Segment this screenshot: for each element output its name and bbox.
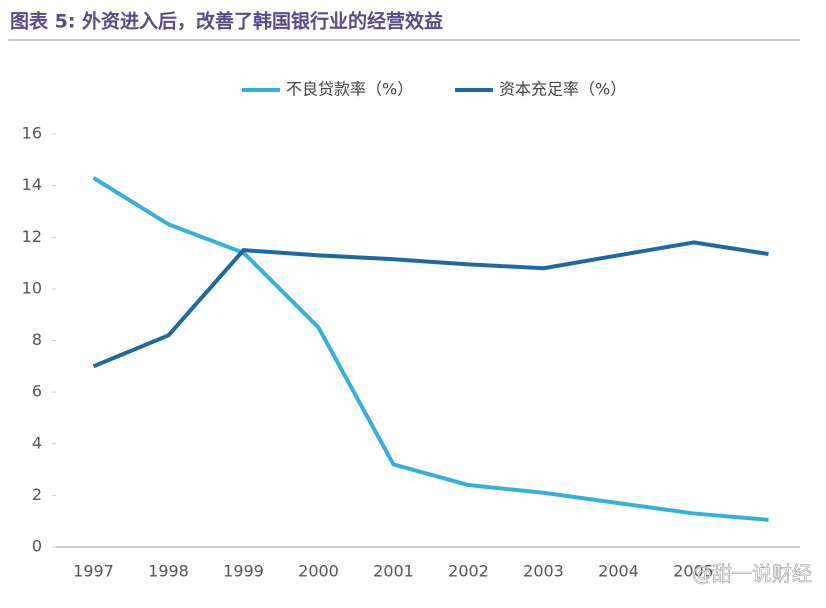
x-tick-label: 2000 bbox=[298, 562, 339, 581]
series-line bbox=[92, 176, 769, 522]
y-tick-label: 4 bbox=[32, 433, 42, 452]
x-tick-label: 2003 bbox=[523, 562, 564, 581]
series-line bbox=[92, 240, 769, 369]
legend-label: 资本充足率（%） bbox=[499, 80, 626, 99]
y-tick-label: 14 bbox=[22, 175, 42, 194]
y-tick-label: 0 bbox=[32, 537, 42, 556]
y-tick-label: 6 bbox=[32, 382, 42, 401]
y-tick-label: 8 bbox=[32, 330, 42, 349]
x-tick-label: 2001 bbox=[373, 562, 414, 581]
x-tick-label: 2004 bbox=[598, 562, 639, 581]
y-tick-label: 10 bbox=[22, 278, 42, 297]
x-tick-label: 1997 bbox=[73, 562, 114, 581]
chart-title: 图表 5: 外资进入后，改善了韩国银行业的经营效益 bbox=[10, 10, 443, 33]
y-tick-label: 12 bbox=[22, 227, 42, 246]
legend-label: 不良贷款率（%） bbox=[286, 80, 413, 99]
x-tick-label: 2002 bbox=[448, 562, 489, 581]
watermark: @甜一说财经 bbox=[692, 562, 812, 586]
y-tick-label: 16 bbox=[22, 124, 42, 143]
y-tick-label: 2 bbox=[32, 485, 42, 504]
x-tick-label: 1999 bbox=[223, 562, 264, 581]
x-tick-label: 2005 bbox=[673, 562, 714, 581]
x-tick-label: 1998 bbox=[148, 562, 189, 581]
